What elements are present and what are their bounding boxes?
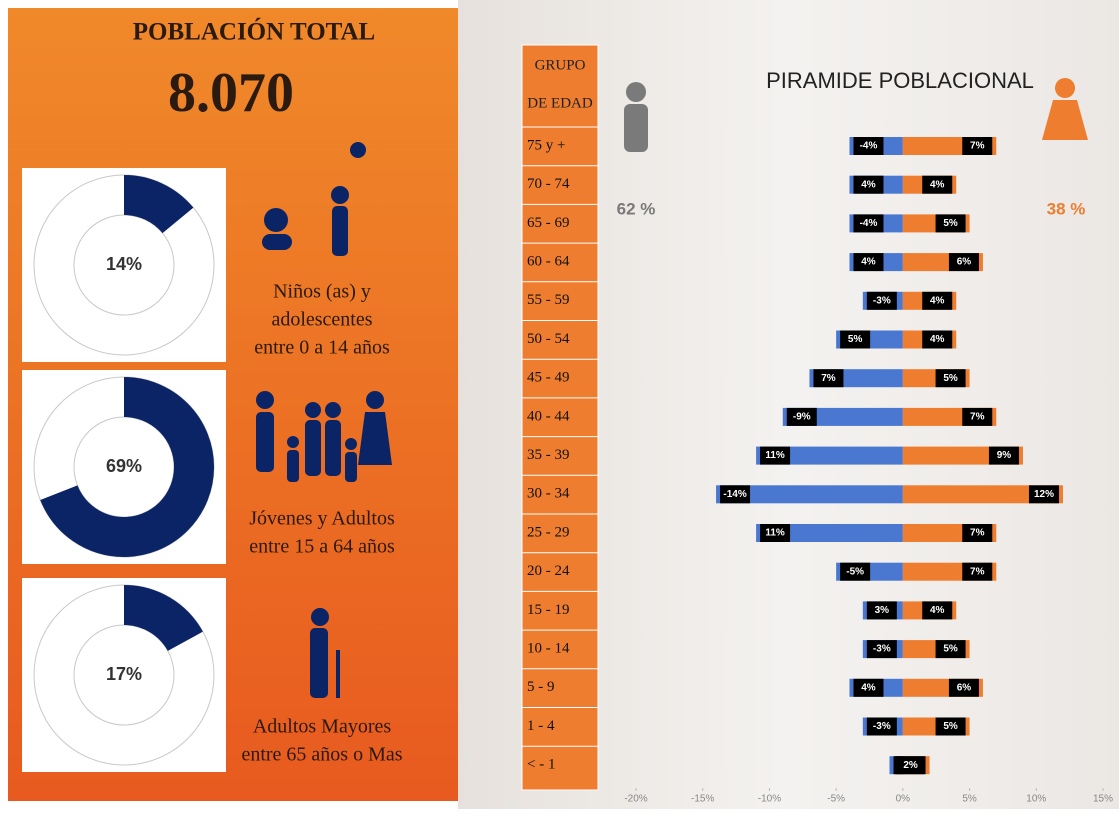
series-share: 62 %	[617, 199, 656, 218]
bar-label: 11%	[765, 450, 785, 461]
x-tick-label: 5%	[962, 794, 977, 805]
x-tick-label: 0%	[896, 794, 911, 805]
bar-label: -14%	[723, 489, 746, 500]
donut-caption: entre 65 años o Mas	[241, 744, 402, 766]
chart-title: PIRAMIDE POBLACIONAL	[766, 68, 1034, 93]
category-label: 65 - 69	[527, 215, 570, 231]
category-header: GRUPO	[535, 57, 586, 73]
category-label: 50 - 54	[527, 331, 570, 347]
donut-caption: entre 15 a 64 años	[249, 536, 395, 558]
series-share: 38 %	[1047, 199, 1086, 218]
icon-child	[331, 186, 349, 204]
bar-label: 7%	[970, 528, 985, 539]
category-label: 15 - 19	[527, 602, 570, 618]
bar-label: 5%	[943, 644, 958, 655]
bar-label: 6%	[957, 682, 972, 693]
bar-label: -9%	[793, 412, 811, 423]
donut-label: 69%	[106, 456, 142, 476]
bar-label: 2%	[903, 760, 918, 771]
category-label: 25 - 29	[527, 524, 570, 540]
donut-caption: Niños (as) y	[273, 281, 371, 303]
x-tick-label: 10%	[1026, 794, 1046, 805]
donut-label: 17%	[106, 664, 142, 684]
category-label: 5 - 9	[527, 679, 555, 695]
donut-caption: Adultos Mayores	[253, 716, 392, 738]
category-label: 70 - 74	[527, 176, 570, 192]
bar-label: 7%	[970, 141, 985, 152]
icon-baby	[262, 234, 292, 250]
x-tick-label: -15%	[691, 794, 714, 805]
bar-label: 4%	[930, 179, 945, 190]
bar-label: -3%	[873, 295, 891, 306]
bar-label: 4%	[930, 334, 945, 345]
bar-label: 4%	[861, 257, 876, 268]
bar-label: 5%	[943, 218, 958, 229]
bar-label: 11%	[765, 528, 785, 539]
donut-caption: Jóvenes y Adultos	[249, 508, 395, 530]
bar-label: -4%	[860, 141, 878, 152]
bar-label: 4%	[930, 295, 945, 306]
bar-label: -3%	[873, 721, 891, 732]
category-label: 45 - 49	[527, 370, 570, 386]
category-label: 20 - 24	[527, 563, 570, 579]
bar-label: 7%	[821, 373, 836, 384]
total: 8.070	[168, 62, 294, 124]
bar-label: 5%	[943, 373, 958, 384]
bar-label: 5%	[848, 334, 863, 345]
donut-caption: adolescentes	[271, 309, 372, 331]
x-tick-label: -20%	[624, 794, 647, 805]
donut-caption: entre 0 a 14 años	[254, 337, 390, 359]
bar-label: 6%	[957, 257, 972, 268]
icon-child	[332, 206, 348, 256]
category-label: 60 - 64	[527, 254, 570, 270]
page: {"header": {"title": "POBLACIÓN TOTAL", …	[0, 0, 1119, 809]
bar-label: -5%	[846, 566, 864, 577]
bar-label: 9%	[997, 450, 1012, 461]
bar-label: 7%	[970, 566, 985, 577]
category-header: DE EDAD	[527, 95, 593, 111]
category-label: 55 - 59	[527, 292, 570, 308]
dashboard: POBLACIÓN TOTAL 8.070 14% Niños (as) y ado…	[0, 0, 1119, 809]
category-label: 40 - 44	[527, 408, 570, 424]
icon-baby	[264, 208, 288, 232]
x-tick-label: 15%	[1093, 794, 1113, 805]
category-label: 10 - 14	[527, 641, 570, 657]
bar-label: 7%	[970, 412, 985, 423]
bar-label: 5%	[943, 721, 958, 732]
x-tick-label: -5%	[827, 794, 845, 805]
x-tick-label: -10%	[758, 794, 781, 805]
bar-label: 4%	[861, 179, 876, 190]
donut-label: 14%	[106, 254, 142, 274]
bar-label: 12%	[1034, 489, 1054, 500]
category-label: < - 1	[527, 757, 555, 773]
bar-label: 4%	[930, 605, 945, 616]
category-label: 75 y +	[527, 137, 565, 153]
category-label: 35 - 39	[527, 447, 570, 463]
bar-label: -3%	[873, 644, 891, 655]
bar-label: 4%	[861, 682, 876, 693]
bar-label: -4%	[860, 218, 878, 229]
category-label: 30 - 34	[527, 486, 570, 502]
panel-title: POBLACIÓN TOTAL	[133, 18, 375, 46]
bar-label: 3%	[875, 605, 890, 616]
category-label: 1 - 4	[527, 718, 555, 734]
icon-balloon	[350, 142, 366, 158]
